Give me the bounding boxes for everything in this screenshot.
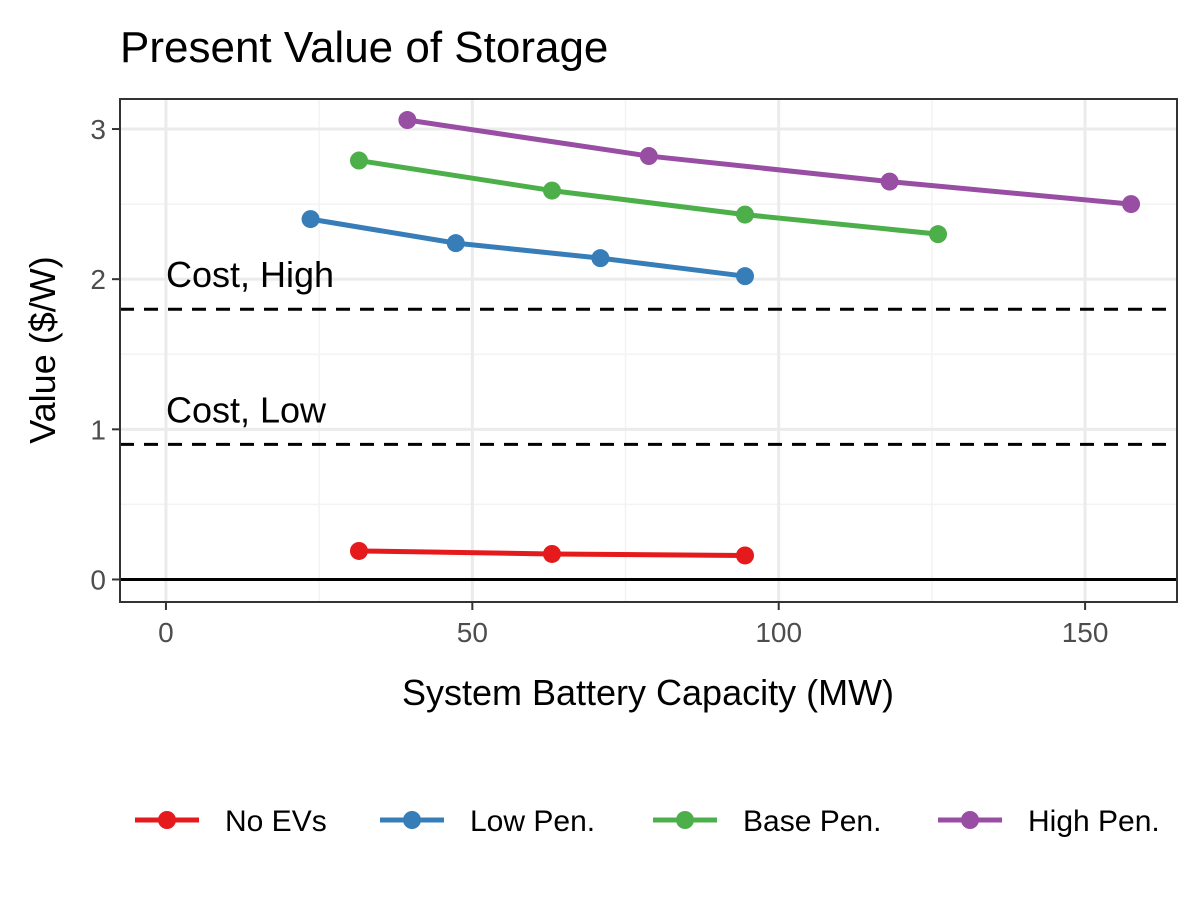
axis-ticks: 0 50 100 150 0 1 2 3 [90, 114, 1108, 648]
series-group [301, 111, 1141, 565]
legend-label: No EVs [225, 805, 327, 838]
x-tick-label: 100 [755, 617, 802, 648]
plot-panel-border [119, 98, 1178, 603]
y-tick-label: 0 [90, 564, 106, 595]
legend-key-point [158, 811, 176, 829]
legend-label: Low Pen. [470, 805, 595, 838]
data-point [446, 234, 465, 253]
data-point [1122, 195, 1141, 214]
reference-line-label: Cost, High [166, 254, 334, 295]
legend-label: High Pen. [1028, 805, 1160, 838]
data-point [736, 267, 755, 286]
y-axis-title: Value ($/W) [22, 256, 63, 443]
legend-key-point [961, 811, 979, 829]
legend-label: Base Pen. [743, 805, 881, 838]
y-tick-label: 3 [90, 114, 106, 145]
data-point [301, 210, 320, 229]
data-point [929, 225, 948, 244]
reference-lines: Cost, High Cost, Low [120, 254, 1177, 581]
legend-key-point [403, 811, 421, 829]
y-tick-label: 1 [90, 414, 106, 445]
legend: No EVs Low Pen. Base Pen. High Pen. [135, 805, 1160, 838]
x-tick-label: 0 [158, 617, 174, 648]
y-tick-label: 2 [90, 264, 106, 295]
chart-title: Present Value of Storage [120, 23, 608, 72]
x-tick-label: 150 [1062, 617, 1109, 648]
series-line [404, 117, 1134, 207]
series-line [308, 216, 748, 279]
data-point [639, 147, 658, 166]
series-line [356, 158, 941, 237]
data-point [736, 546, 755, 565]
data-point [736, 205, 755, 224]
data-point [349, 541, 368, 560]
x-tick-label: 50 [457, 617, 488, 648]
x-axis-title: System Battery Capacity (MW) [402, 672, 894, 713]
grid [120, 99, 1177, 602]
data-point [398, 111, 417, 130]
data-point [591, 249, 610, 268]
reference-line-label: Cost, Low [166, 389, 327, 430]
data-point [349, 151, 368, 170]
legend-key-point [676, 811, 694, 829]
data-point [880, 172, 899, 191]
data-point [542, 544, 561, 563]
data-point [542, 181, 561, 200]
